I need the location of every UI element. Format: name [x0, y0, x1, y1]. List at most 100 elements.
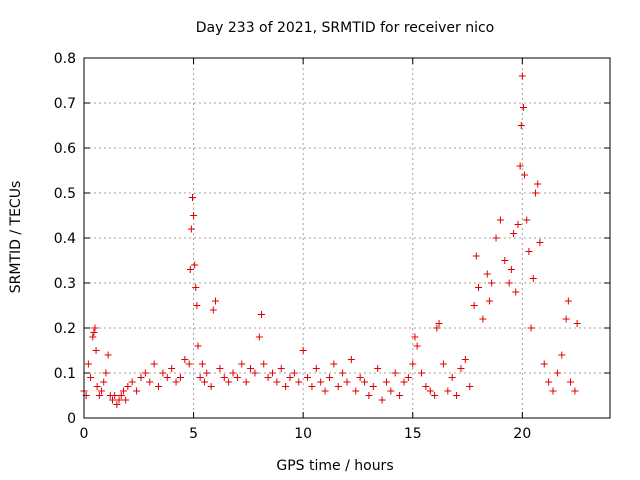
- y-tick-label: 0.6: [54, 141, 76, 157]
- data-point: [334, 383, 342, 390]
- data-point: [258, 311, 266, 318]
- data-point: [431, 392, 439, 399]
- data-point: [117, 392, 125, 399]
- y-tick-label: 0.8: [54, 51, 76, 67]
- data-point: [444, 387, 452, 395]
- data-point: [150, 360, 158, 368]
- data-point: [567, 378, 575, 386]
- data-point: [505, 279, 513, 287]
- data-point: [207, 383, 215, 390]
- data-point: [273, 378, 281, 386]
- data-point: [553, 369, 561, 377]
- data-point: [562, 315, 570, 323]
- data-point: [98, 387, 106, 395]
- data-point: [124, 383, 132, 390]
- plot-frame: [83, 57, 611, 419]
- data-point: [529, 275, 537, 282]
- data-point: [470, 302, 478, 309]
- data-point: [387, 387, 395, 395]
- data-point: [400, 378, 408, 386]
- data-point: [439, 360, 447, 368]
- data-point: [518, 72, 526, 80]
- data-point: [422, 383, 430, 390]
- data-point: [527, 324, 535, 332]
- data-point: [488, 279, 496, 287]
- grid-lines: [84, 58, 610, 418]
- data-point: [172, 378, 180, 386]
- data-point: [282, 383, 290, 390]
- data-point: [100, 378, 108, 386]
- data-point: [325, 374, 333, 381]
- data-point: [507, 266, 515, 273]
- data-point: [361, 378, 369, 386]
- data-point: [492, 234, 500, 242]
- x-tick-label: 15: [404, 426, 422, 442]
- data-point: [382, 378, 390, 386]
- data-point: [92, 347, 100, 354]
- data-point: [466, 383, 474, 390]
- data-point: [369, 383, 377, 390]
- data-point: [238, 360, 246, 368]
- data-point: [571, 387, 579, 395]
- data-point: [519, 104, 527, 111]
- data-point: [229, 369, 237, 377]
- data-point: [113, 401, 121, 408]
- data-point: [475, 284, 482, 291]
- data-point: [299, 347, 307, 354]
- data-point: [198, 360, 206, 368]
- data-point: [378, 396, 386, 404]
- data-point: [242, 378, 250, 386]
- data-point: [339, 369, 347, 377]
- data-point: [286, 374, 294, 381]
- data-point: [186, 266, 194, 273]
- data-point: [352, 387, 360, 395]
- data-point: [549, 387, 557, 395]
- data-point: [545, 378, 553, 386]
- data-point: [461, 356, 469, 363]
- data-point: [115, 396, 123, 404]
- data-point: [95, 392, 103, 399]
- data-point: [225, 378, 233, 386]
- data-point: [168, 365, 176, 372]
- tick-labels: 0 5 10 15 20 0 0.1 0.2 0.3 0.4 0.5 0.6 0.7 0.8: [54, 51, 532, 442]
- data-point: [304, 374, 312, 381]
- data-point: [191, 261, 199, 269]
- data-point: [479, 315, 487, 323]
- data-point: [159, 369, 167, 377]
- data-point: [188, 194, 196, 201]
- data-point: [194, 342, 202, 350]
- x-tick-label: 20: [513, 426, 531, 442]
- data-point: [396, 392, 404, 399]
- data-point: [516, 162, 524, 170]
- data-point: [196, 374, 204, 381]
- data-point: [435, 320, 443, 327]
- data-point: [418, 369, 426, 377]
- data-point: [193, 302, 201, 309]
- data-point: [347, 356, 355, 363]
- data-point: [374, 365, 382, 372]
- data-point: [91, 324, 99, 332]
- data-point: [540, 360, 548, 368]
- data-point: [247, 365, 255, 372]
- data-point: [308, 383, 316, 390]
- y-tick-label: 0.3: [54, 276, 76, 292]
- data-point: [255, 333, 263, 341]
- data-point: [163, 374, 171, 381]
- data-point: [453, 392, 461, 399]
- data-point: [119, 387, 127, 395]
- data-point: [209, 306, 217, 314]
- data-point: [514, 221, 522, 228]
- data-point: [521, 171, 529, 179]
- data-point: [525, 248, 533, 255]
- data-point: [512, 288, 520, 296]
- data-point: [483, 270, 491, 278]
- data-point: [216, 365, 224, 372]
- data-point: [277, 365, 285, 372]
- data-point: [187, 225, 195, 233]
- data-point: [111, 392, 119, 399]
- data-point: [185, 360, 193, 368]
- data-point: [190, 212, 198, 219]
- data-point: [260, 360, 268, 368]
- y-tick-label: 0.4: [54, 231, 76, 247]
